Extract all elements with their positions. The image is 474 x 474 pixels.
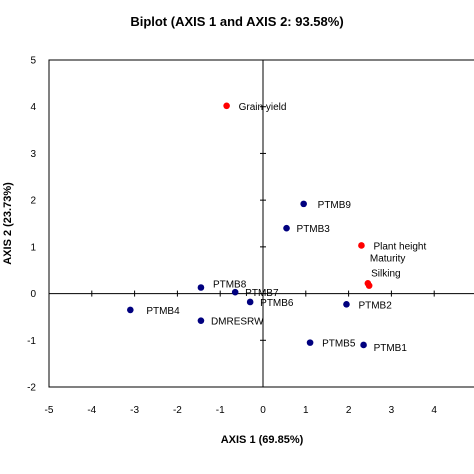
y-tick-label: 2 [30, 196, 36, 207]
point-label: Plant height [373, 241, 426, 252]
y-tick-label: 5 [30, 56, 36, 67]
data-point [197, 284, 205, 291]
x-tick-label: -4 [87, 405, 96, 416]
point-label: PTMB1 [374, 343, 408, 354]
data-point [231, 288, 239, 296]
point-label: Silking [371, 269, 400, 280]
x-tick-label: 4 [431, 405, 437, 416]
x-tick-label: 2 [346, 405, 352, 416]
y-tick-label: 0 [30, 289, 36, 300]
chart-title: Biplot (AXIS 1 and AXIS 2: 93.58%) [130, 14, 344, 29]
x-tick-label: -3 [130, 405, 139, 416]
x-tick-label: -5 [45, 405, 54, 416]
data-point [343, 301, 350, 308]
x-tick-label: 3 [389, 405, 395, 416]
x-tick-label: -1 [216, 405, 225, 416]
data-point [246, 298, 254, 306]
data-point [306, 339, 314, 346]
data-point [365, 282, 373, 289]
y-tick-label: -1 [27, 336, 36, 347]
y-tick-label: -2 [27, 383, 36, 394]
point-label: DMRESRW [211, 317, 264, 328]
data-point [197, 317, 205, 324]
point-label: PTMB2 [358, 300, 392, 311]
point-label: PTMB4 [146, 306, 180, 317]
point-label: PTMB5 [322, 339, 356, 350]
x-tick-label: 1 [303, 405, 309, 416]
y-tick-label: 1 [30, 242, 36, 253]
point-label: Maturity [370, 253, 406, 264]
y-axis-title: AXIS 2 (23.73%) [2, 182, 14, 265]
point-label: Grain yield [239, 102, 287, 113]
point-label: PTMB8 [213, 279, 247, 290]
point-label: PTMB9 [318, 200, 352, 211]
y-tick-label: 4 [30, 102, 36, 113]
x-axis-title: AXIS 1 (69.85%) [221, 434, 304, 446]
x-tick-label: -2 [173, 405, 182, 416]
data-point [300, 200, 307, 208]
point-label: PTMB7 [245, 288, 279, 299]
data-point [127, 306, 134, 314]
data-point [283, 224, 290, 232]
y-tick-label: 3 [30, 149, 36, 160]
data-point [358, 242, 365, 249]
point-label: PTMB3 [297, 224, 331, 235]
point-label: PTMB6 [260, 298, 294, 309]
data-point [223, 102, 230, 110]
x-tick-label: 0 [260, 405, 266, 416]
data-point [360, 341, 367, 349]
